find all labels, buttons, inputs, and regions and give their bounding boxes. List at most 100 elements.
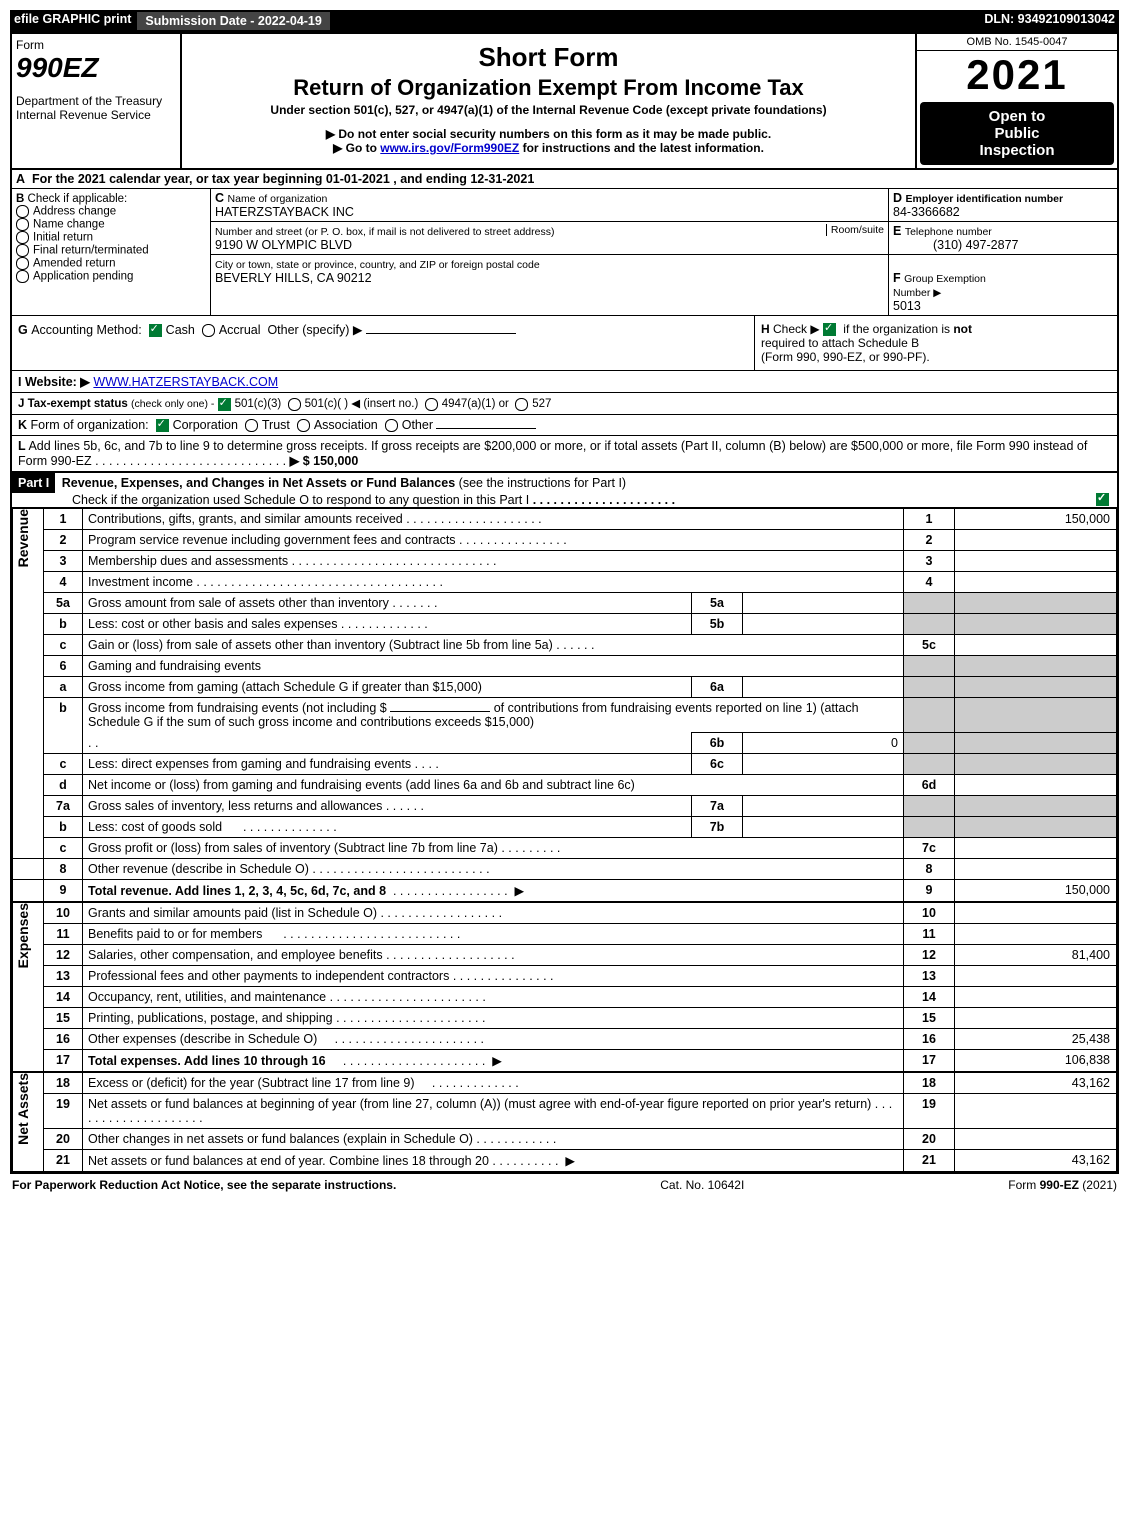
table-row: 3Membership dues and assessments . . . .…: [13, 551, 1117, 572]
header-center: Short Form Return of Organization Exempt…: [182, 34, 915, 168]
table-row: 12Salaries, other compensation, and empl…: [13, 945, 1117, 966]
table-row: 19Net assets or fund balances at beginni…: [13, 1094, 1117, 1129]
table-row: Expenses10Grants and similar amounts pai…: [13, 902, 1117, 924]
table-row: 20Other changes in net assets or fund ba…: [13, 1129, 1117, 1150]
chk-initial-return[interactable]: [16, 231, 29, 244]
line-a: A For the 2021 calendar year, or tax yea…: [12, 170, 1117, 189]
part-1-header: Part I Revenue, Expenses, and Changes in…: [12, 472, 1117, 508]
form-header: Form 990EZ Department of the Treasury In…: [12, 34, 1117, 170]
amt-line-21: 43,162: [955, 1150, 1117, 1172]
table-row: 14Occupancy, rent, utilities, and mainte…: [13, 987, 1117, 1008]
open-public-badge: Open to Public Inspection: [920, 102, 1114, 165]
omb-number: OMB No. 1545-0047: [917, 34, 1117, 51]
section-c-container: C Name of organization HATERZSTAYBACK IN…: [211, 189, 1117, 315]
table-row: 16Other expenses (describe in Schedule O…: [13, 1029, 1117, 1050]
chk-501c3[interactable]: [218, 398, 231, 411]
table-row: 17Total expenses. Add lines 10 through 1…: [13, 1050, 1117, 1073]
line-i: I Website: ▶ WWW.HATZERSTAYBACK.COM: [12, 371, 1117, 393]
chk-association[interactable]: [297, 419, 310, 432]
form-number: 990EZ: [16, 52, 99, 83]
chk-address-change[interactable]: [16, 205, 29, 218]
line-j: J Tax-exempt status (check only one) - 5…: [12, 393, 1117, 414]
table-row: bLess: cost of goods sold . . . . . . . …: [13, 817, 1117, 838]
table-row: 8Other revenue (describe in Schedule O) …: [13, 859, 1117, 880]
chk-amended-return[interactable]: [16, 257, 29, 270]
note-ssn: ▶ Do not enter social security numbers o…: [188, 127, 909, 141]
table-row: Revenue 1 Contributions, gifts, grants, …: [13, 509, 1117, 530]
section-d: D Employer identification number 84-3366…: [888, 189, 1117, 222]
chk-other-org[interactable]: [385, 419, 398, 432]
website-link[interactable]: WWW.HATZERSTAYBACK.COM: [93, 375, 278, 389]
footer-left: For Paperwork Reduction Act Notice, see …: [12, 1178, 396, 1192]
chk-application-pending[interactable]: [16, 270, 29, 283]
header-left: Form 990EZ Department of the Treasury In…: [12, 34, 182, 168]
table-row: aGross income from gaming (attach Schedu…: [13, 677, 1117, 698]
block-b-to-f: B Check if applicable: Address change Na…: [12, 189, 1117, 316]
dln-label: DLN: 93492109013042: [984, 12, 1115, 30]
amt-line-17: 106,838: [955, 1050, 1117, 1073]
form-container: Form 990EZ Department of the Treasury In…: [10, 32, 1119, 1174]
amt-line-9: 150,000: [955, 880, 1117, 903]
table-row: 13Professional fees and other payments t…: [13, 966, 1117, 987]
table-row: 2Program service revenue including gover…: [13, 530, 1117, 551]
chk-name-change[interactable]: [16, 218, 29, 231]
chk-corporation[interactable]: [156, 419, 169, 432]
irs-link[interactable]: www.irs.gov/Form990EZ: [380, 141, 519, 155]
header-right: OMB No. 1545-0047 2021 Open to Public In…: [915, 34, 1117, 168]
form-word: Form: [16, 38, 44, 52]
footer-center: Cat. No. 10642I: [396, 1178, 1008, 1192]
part-1-table: Revenue 1 Contributions, gifts, grants, …: [12, 508, 1117, 1172]
tax-year: 2021: [917, 51, 1117, 99]
revenue-label: Revenue: [13, 509, 33, 567]
chk-accrual[interactable]: [202, 324, 215, 337]
top-bar: efile GRAPHIC print Submission Date - 20…: [10, 10, 1119, 32]
efile-label: efile GRAPHIC print: [14, 12, 131, 30]
submission-date: Submission Date - 2022-04-19: [137, 12, 329, 30]
table-row: cGain or (loss) from sale of assets othe…: [13, 635, 1117, 656]
chk-schedule-o[interactable]: [1096, 493, 1109, 506]
table-row: 9Total revenue. Add lines 1, 2, 3, 4, 5c…: [13, 880, 1117, 903]
amt-line-1: 150,000: [955, 509, 1117, 530]
line-h: H Check ▶ if the organization is not req…: [754, 316, 1117, 370]
short-form-title: Short Form: [188, 42, 909, 73]
note-goto: ▶ Go to www.irs.gov/Form990EZ for instru…: [188, 141, 909, 155]
section-f: F Group Exemption Number ▶ 5013: [888, 255, 1117, 315]
table-row: 11Benefits paid to or for members . . . …: [13, 924, 1117, 945]
main-title: Return of Organization Exempt From Incom…: [188, 75, 909, 101]
table-row: bGross income from fundraising events (n…: [13, 698, 1117, 733]
table-row: 5aGross amount from sale of assets other…: [13, 593, 1117, 614]
chk-cash[interactable]: [149, 324, 162, 337]
subtitle: Under section 501(c), 527, or 4947(a)(1)…: [188, 103, 909, 117]
table-row: 7aGross sales of inventory, less returns…: [13, 796, 1117, 817]
section-c-city: City or town, state or province, country…: [211, 255, 888, 315]
section-b: B Check if applicable: Address change Na…: [12, 189, 211, 315]
table-row: . .6b0: [13, 733, 1117, 754]
section-c-street: Number and street (or P. O. box, if mail…: [211, 222, 888, 255]
table-row: cGross profit or (loss) from sales of in…: [13, 838, 1117, 859]
amt-line-12: 81,400: [955, 945, 1117, 966]
dept-label: Department of the Treasury Internal Reve…: [16, 94, 176, 122]
net-assets-label: Net Assets: [13, 1073, 33, 1145]
table-row: bLess: cost or other basis and sales exp…: [13, 614, 1117, 635]
chk-final-return[interactable]: [16, 244, 29, 257]
amt-line-18: 43,162: [955, 1072, 1117, 1094]
table-row: 4Investment income . . . . . . . . . . .…: [13, 572, 1117, 593]
table-row: 21Net assets or fund balances at end of …: [13, 1150, 1117, 1172]
line-k: K Form of organization: Corporation Trus…: [12, 415, 1117, 436]
footer-right: Form 990-EZ (2021): [1008, 1178, 1117, 1192]
line-g: G Accounting Method: Cash Accrual Other …: [12, 316, 754, 370]
section-c-name: C Name of organization HATERZSTAYBACK IN…: [211, 189, 888, 222]
page-footer: For Paperwork Reduction Act Notice, see …: [10, 1174, 1119, 1196]
chk-501c[interactable]: [288, 398, 301, 411]
chk-4947[interactable]: [425, 398, 438, 411]
chk-schedule-b[interactable]: [823, 323, 836, 336]
amt-line-16: 25,438: [955, 1029, 1117, 1050]
table-row: cLess: direct expenses from gaming and f…: [13, 754, 1117, 775]
line-l: L Add lines 5b, 6c, and 7b to line 9 to …: [12, 436, 1117, 472]
table-row: dNet income or (loss) from gaming and fu…: [13, 775, 1117, 796]
expenses-label: Expenses: [13, 903, 33, 968]
chk-527[interactable]: [515, 398, 528, 411]
section-e: E Telephone number (310) 497-2877: [888, 222, 1117, 255]
table-row: Net Assets18Excess or (deficit) for the …: [13, 1072, 1117, 1094]
chk-trust[interactable]: [245, 419, 258, 432]
